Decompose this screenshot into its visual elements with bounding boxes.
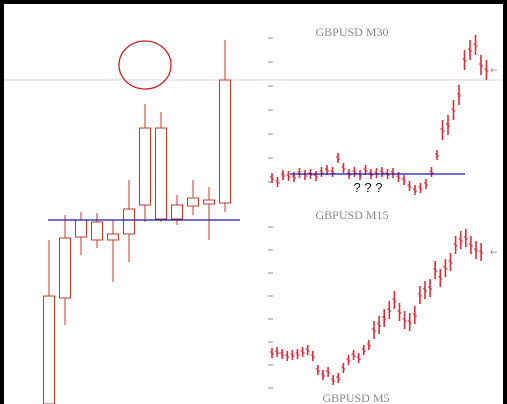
candle-body (139, 127, 151, 206)
candle-body (107, 233, 119, 241)
candles (43, 40, 231, 404)
candle-body (91, 221, 103, 241)
candle-body (219, 79, 231, 204)
candle-body (123, 208, 135, 235)
canvas (4, 4, 503, 404)
price-arrow: ← (490, 66, 498, 76)
candle-body (203, 199, 215, 205)
chart-title: GBPUSD M15 (315, 208, 388, 222)
highlight-circle (118, 40, 172, 90)
candle-body (155, 127, 167, 220)
annotation: ? ? ? (354, 180, 383, 195)
candle-body (75, 219, 87, 238)
price-arrow: ← (490, 248, 498, 258)
chart-title: GBPUSD M30 (315, 25, 388, 39)
candle-body (187, 197, 199, 207)
mini-charts (268, 35, 489, 389)
candle-body (59, 237, 71, 299)
candle-body (171, 204, 183, 220)
candle-body (43, 295, 55, 404)
chart-title: GBPUSD M5 (322, 391, 389, 404)
